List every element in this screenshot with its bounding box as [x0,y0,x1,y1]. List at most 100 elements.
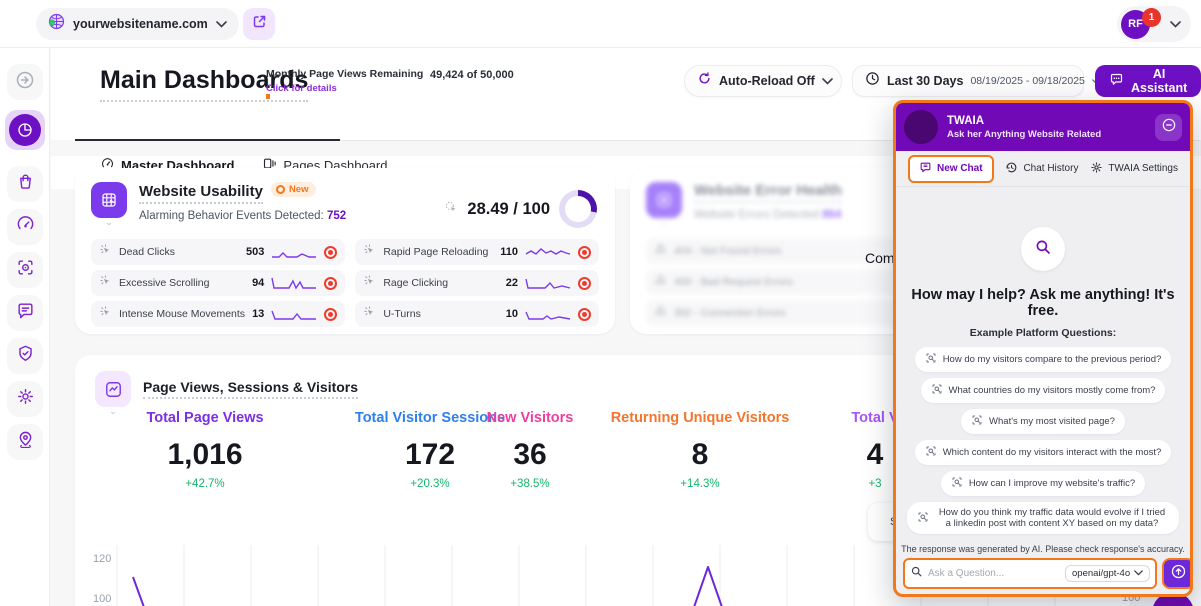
twaia-tagline: Ask her Anything Website Related [947,128,1102,140]
external-link-icon [252,14,267,34]
quota-value: 49,424 of 50,000 [430,69,514,81]
chevron-down-icon[interactable]: ⌄ [660,217,668,227]
new-badge: New [270,182,317,197]
clock-icon [865,71,880,91]
usability-title: Website Usability [139,183,263,204]
sidebar-item-session-capture[interactable] [7,252,43,288]
example-questions: How do my visitors compare to the previo… [906,347,1180,534]
twaia-tabs: New Chat Chat History TWAIA Settings [896,151,1190,187]
history-icon [1005,161,1018,177]
example-question[interactable]: What's my most visited page? [961,409,1125,434]
model-selector[interactable]: openai/gpt-4o [1065,565,1151,582]
chat-plus-icon [919,161,932,177]
sparkline [525,311,571,320]
record-button[interactable] [324,276,338,290]
open-website-button[interactable] [243,8,275,40]
usability-row-rapid-page-reloading[interactable]: Rapid Page Reloading 110 [355,239,599,265]
usability-card-icon [91,182,127,218]
notification-badge: 1 [1142,7,1161,27]
record-button[interactable] [324,307,338,321]
search-circle [1021,227,1065,271]
tab-chat-history[interactable]: Chat History [1005,161,1078,177]
error-health-card-icon [646,182,682,218]
sidebar-item-security[interactable] [7,338,43,374]
website-usability-card: ⌄ Website Usability New Alarming Behavior… [75,168,615,334]
quota-label: Monthly Page Views Remaining [266,68,424,80]
account-menu[interactable]: RF 1 [1117,6,1191,42]
dial-icon [100,156,115,174]
search-scan-icon [951,476,963,491]
date-range-picker[interactable]: Last 30 Days 08/19/2025 - 09/18/2025 [852,65,1101,97]
tab-twaia-settings[interactable]: TWAIA Settings [1090,161,1178,177]
sparkline [271,277,317,290]
usability-row-rage-clicking[interactable]: Rage Clicking 22 [355,270,599,296]
click-cursor-icon [99,274,112,292]
chevron-down-icon [1134,568,1143,579]
tabs-divider [100,140,1200,141]
sidebar-item-settings[interactable] [7,381,43,417]
sparkline [271,310,317,320]
record-button[interactable] [578,276,591,290]
minimize-panel-button[interactable] [1155,113,1182,141]
top-bar: yourwebsitename.com RF 1 [0,0,1201,48]
errors-count: 864 [822,209,842,221]
website-name: yourwebsitename.com [73,17,208,31]
example-question[interactable]: How do my visitors compare to the previo… [914,347,1172,372]
send-button[interactable] [1162,558,1190,589]
question-input[interactable] [928,568,1060,579]
usability-subtitle: Alarming Behavior Events Detected: 752 [139,210,347,222]
chevron-down-icon[interactable]: ⌄ [105,217,113,227]
example-question[interactable]: Which content do my visitors interact wi… [914,440,1172,465]
usability-row-dead-clicks[interactable]: Dead Clicks 503 [91,239,346,265]
tab-new-chat[interactable]: New Chat [908,154,994,183]
record-button[interactable] [578,245,591,259]
search-scan-icon [925,352,937,367]
sidebar-item-feedback[interactable] [7,295,43,331]
auto-reload-toggle[interactable]: Auto-Reload Off [684,65,842,97]
search-scan-icon [931,383,943,398]
twaia-header: TWAIA Ask her Anything Website Related [896,103,1190,151]
globe-icon [48,13,65,35]
usability-rows: Dead Clicks 503 Rapid Page Reloading 110… [91,239,599,327]
ai-assistant-button[interactable]: AI Assistant [1095,65,1201,97]
new-badge-icon [275,185,285,194]
twaia-name: TWAIA [947,114,985,127]
ai-disclaimer: The response was generated by AI. Please… [901,544,1185,554]
twaia-greeting: How may I help? Ask me anything! It's fr… [911,287,1175,319]
sidebar-item-speed[interactable] [7,209,43,245]
usability-row-excessive-scrolling[interactable]: Excessive Scrolling 94 [91,270,346,296]
metric-total-visitors-partial: Total V 4 +3 [851,410,899,490]
arrow-right-circle-icon [15,70,35,95]
metric-total-page-views: Total Page Views 1,016 +42.7% [146,410,264,490]
sidebar-item-dashboards[interactable] [5,110,45,150]
usability-row-u-turns[interactable]: U-Turns 10 [355,301,599,327]
website-selector[interactable]: yourwebsitename.com [36,8,239,40]
warning-triangle-icon [654,304,667,322]
example-question[interactable]: How do you think my traffic data would e… [907,502,1179,534]
example-question[interactable]: How can I improve my website's traffic? [940,471,1146,496]
arrow-up-circle-icon [1170,563,1187,585]
quota-details-link[interactable]: Click for details [266,83,337,94]
sidebar-item-geolocation[interactable] [7,424,43,460]
pageviews-title: Page Views, Sessions & Visitors [143,379,359,399]
sidebar [0,48,50,606]
usability-row-intense-mouse-movements[interactable]: Intense Mouse Movements 13 [91,301,346,327]
warning-triangle-icon [654,273,667,291]
metric-total-visitor-sessions: Total Visitor Sessions 172 +20.3% [354,410,506,490]
sidebar-item-ecommerce[interactable] [7,166,43,202]
error-health-title: Website Error Health [694,182,843,203]
sidebar-collapse-button[interactable] [7,64,43,100]
pageviews-card-icon [95,371,131,407]
warning-triangle-icon [654,242,667,260]
usability-score-donut [559,190,597,228]
record-button[interactable] [324,245,338,259]
example-question[interactable]: What countries do my visitors mostly com… [920,378,1166,403]
chevron-down-icon[interactable]: ⌄ [109,406,117,416]
metric-new-visitors: New Visitors 36 +38.5% [486,410,574,490]
refresh-icon [697,71,712,91]
shopping-bag-icon [16,172,35,196]
search-icon [910,565,923,583]
search-scan-icon [917,511,929,526]
record-button[interactable] [578,307,591,321]
